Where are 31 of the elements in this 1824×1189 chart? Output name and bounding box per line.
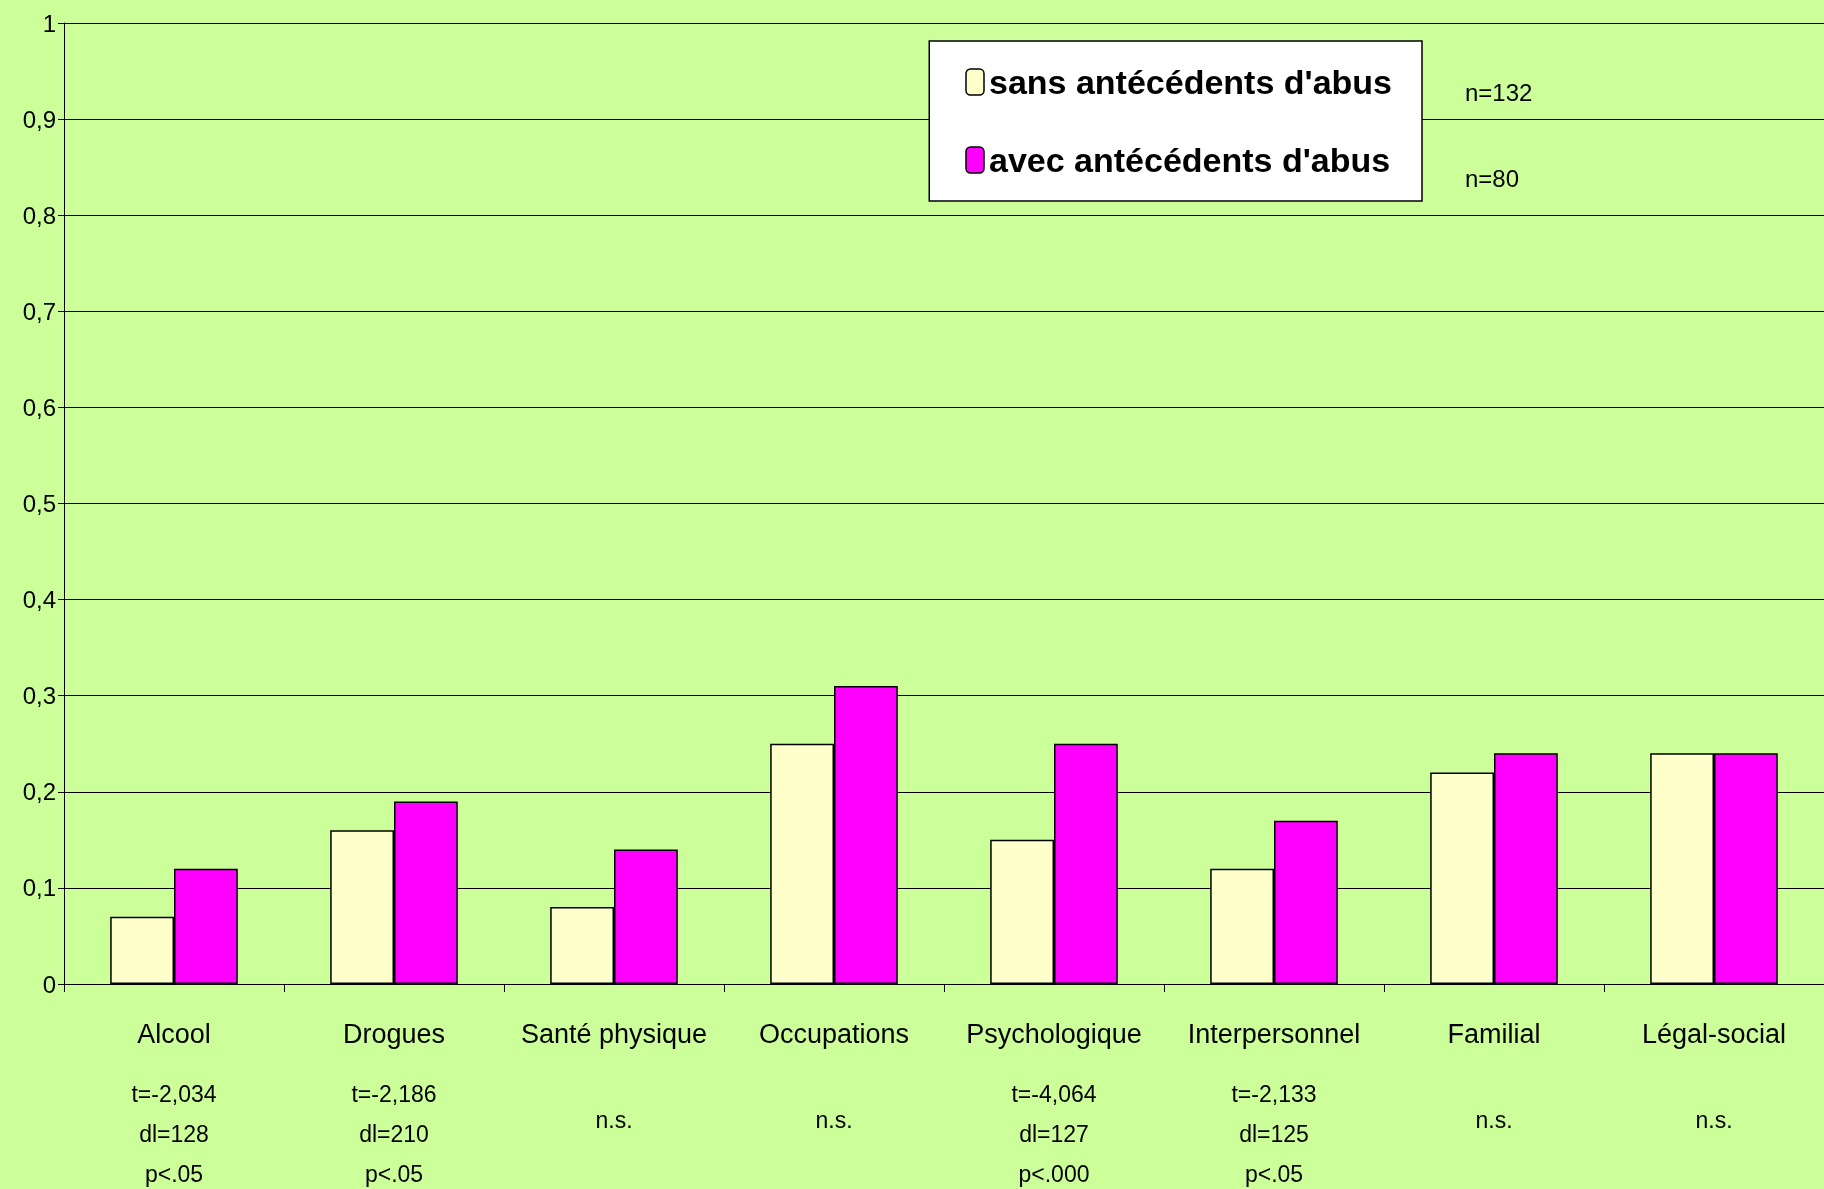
y-tick-label: 0,5 (22, 490, 56, 517)
x-tick-label: Légal-social (1641, 1018, 1787, 1049)
x-tick-label: Drogues (342, 1018, 446, 1049)
y-tick-label: 0,9 (22, 105, 56, 133)
text: t=-2,186 dl=210 p<.05 (351, 1081, 437, 1187)
y-tick-label: 0,3 (22, 682, 56, 710)
legend-label: avec antécédents d'abus (989, 141, 1391, 179)
text: n.s. (1475, 1107, 1513, 1133)
y-tick-label: 0,6 (22, 393, 56, 421)
x-tick-label: Alcool (137, 1018, 211, 1049)
y-tick-label: 0,2 (22, 778, 56, 806)
annotation: n=132 (1465, 78, 1533, 106)
text: n.s. (1695, 1107, 1733, 1133)
y-tick-label: 0,8 (22, 201, 56, 229)
y-tick-label: 1 (42, 9, 56, 37)
x-tick-label: Familial (1447, 1018, 1541, 1049)
x-tick-label: Interpersonnel (1187, 1018, 1361, 1049)
x-tick-label: Occupations (758, 1018, 910, 1049)
legend-label: sans antécédents d'abus (989, 63, 1393, 101)
text: n.s. (595, 1107, 633, 1133)
annotation: n=80 (1465, 164, 1520, 192)
y-tick-label: 0,4 (22, 586, 56, 614)
x-tick-label: Psychologique (966, 1018, 1142, 1049)
text: t=-2,034 dl=128 p<.05 (131, 1081, 217, 1187)
text: t=-2,133 dl=125 p<.05 (1231, 1081, 1317, 1187)
y-tick-label: 0,1 (22, 874, 56, 902)
x-tick-label: Santé physique (520, 1018, 708, 1049)
text: t=-4,064 dl=127 p<.000 (1011, 1081, 1097, 1187)
y-tick-label: 0 (42, 970, 56, 998)
text: n.s. (815, 1107, 853, 1133)
y-tick-label: 0,7 (22, 297, 56, 325)
